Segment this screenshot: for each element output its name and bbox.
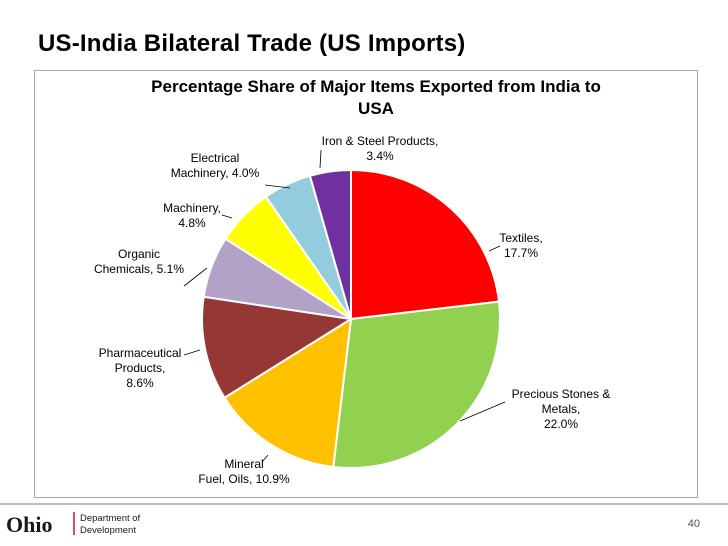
- data-label: Electrical Machinery, 4.0%: [171, 151, 260, 180]
- leader-line: [221, 214, 233, 219]
- ohio-department-of-development-logo: Ohio Department of Development: [6, 512, 141, 537]
- data-label: Precious Stones & Metals, 22.0%: [512, 387, 611, 431]
- chart-title-line-2: USA: [358, 99, 394, 118]
- page-number: 40: [687, 518, 700, 530]
- slide-title: US-India Bilateral Trade (US Imports): [38, 30, 466, 57]
- leader-line: [459, 401, 506, 422]
- data-label: Mineral Fuel, Oils, 10.9%: [198, 457, 290, 486]
- data-label: Machinery, 4.8%: [163, 201, 221, 230]
- pie-slice-precious-stones-metals: [332, 300, 501, 469]
- pie-slice-iron-steel-products: [308, 168, 352, 320]
- data-label: Textiles, 17.7%: [499, 231, 542, 260]
- chart-title-line-1: Percentage Share of Major Items Exported…: [151, 77, 601, 96]
- leader-line: [183, 267, 208, 287]
- chart-frame: [34, 70, 698, 498]
- data-label: Iron & Steel Products, 3.4%: [322, 134, 439, 163]
- leader-line: [488, 245, 501, 252]
- pie-slice-pharmaceutical-products: [201, 295, 354, 400]
- leader-line: [319, 149, 322, 169]
- logo-line-1: Department of: [80, 513, 141, 524]
- logo-ohio-text: Ohio: [6, 512, 52, 537]
- pie-slice-mineral-fuel-oils: [223, 317, 353, 469]
- chart-title: Percentage Share of Major Items Exported…: [96, 76, 656, 120]
- leader-line: [264, 184, 291, 189]
- leader-line: [261, 454, 269, 463]
- leader-line: [183, 349, 201, 356]
- pie-slice-textiles: [350, 168, 501, 321]
- data-label: Organic Chemicals, 5.1%: [94, 247, 184, 276]
- footer-divider: [0, 503, 728, 505]
- logo-line-2: Development: [80, 525, 136, 536]
- data-label: Pharmaceutical Products, 8.6%: [99, 346, 182, 390]
